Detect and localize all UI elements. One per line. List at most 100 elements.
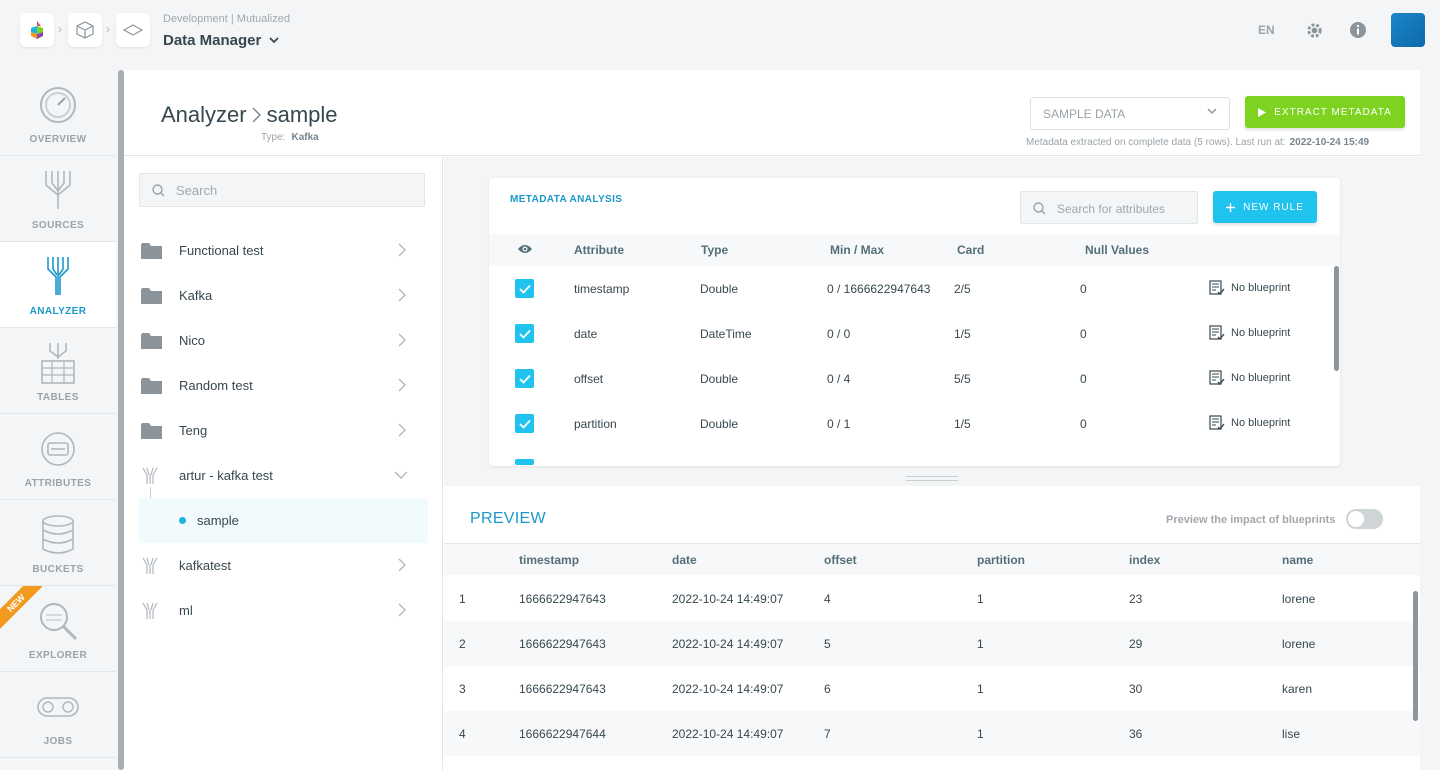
- nav-label: EXPLORER: [28, 650, 88, 661]
- resize-handle[interactable]: [906, 476, 958, 481]
- blueprint-icon: [1209, 280, 1225, 296]
- cell-name: lorene: [1282, 637, 1316, 651]
- nav-item-tables[interactable]: TABLES: [0, 328, 116, 414]
- project-cube-icon[interactable]: [68, 13, 102, 47]
- toggle-knob: [1348, 511, 1364, 527]
- metadata-row[interactable]: timestamp Double 0 / 1666622947643 2/5 0…: [489, 266, 1340, 311]
- search-icon: [1033, 202, 1046, 218]
- tree-item-sample[interactable]: sample: [139, 498, 428, 543]
- tree-item-artur-kafka-test[interactable]: artur - kafka test: [139, 453, 428, 498]
- attribute-name: timestamp: [574, 282, 630, 296]
- preview-scrollbar[interactable]: [1413, 591, 1418, 721]
- tree-item-nico[interactable]: Nico: [139, 318, 428, 363]
- blueprint-link[interactable]: No blueprint: [1209, 370, 1290, 386]
- breadcrumb-root[interactable]: Analyzer: [161, 102, 247, 127]
- nav-label: JOBS: [43, 736, 73, 747]
- attribute-nulls: 0: [1080, 282, 1087, 296]
- column-header[interactable]: Min / Max: [830, 243, 885, 257]
- main-panel: Analyzer sample Type: Kafka SAMPLE DATA E…: [124, 70, 1420, 770]
- attribute-nulls: 0: [1080, 417, 1087, 431]
- nav-scrollbar[interactable]: [118, 70, 124, 770]
- metadata-run-text: Metadata extracted on complete data (5 r…: [1026, 137, 1286, 148]
- extract-metadata-button[interactable]: EXTRACT METADATA: [1245, 96, 1405, 128]
- metadata-row[interactable]: offset Double 0 / 4 5/5 0 No blueprint: [489, 356, 1340, 401]
- blueprint-link[interactable]: No blueprint: [1209, 325, 1290, 341]
- column-header[interactable]: offset: [824, 553, 857, 567]
- language-switch[interactable]: EN: [1258, 23, 1275, 37]
- eye-icon[interactable]: [517, 243, 533, 258]
- sample-data-select-value: SAMPLE DATA: [1043, 107, 1126, 121]
- attribute-search-input[interactable]: Search for attributes: [1020, 191, 1198, 224]
- metadata-row[interactable]: date DateTime 0 / 0 1/5 0 No blueprint: [489, 311, 1340, 356]
- environment-icon[interactable]: [116, 13, 150, 47]
- tree-item-random-test[interactable]: Random test: [139, 363, 428, 408]
- blueprint-icon: [1209, 370, 1225, 386]
- search-icon: [152, 184, 165, 200]
- tree-item-kafkatest[interactable]: kafkatest: [139, 543, 428, 588]
- tables-icon: [35, 340, 81, 386]
- checkbox-checked[interactable]: [515, 369, 534, 388]
- checkbox-checked[interactable]: [515, 324, 534, 343]
- column-header[interactable]: date: [672, 553, 697, 567]
- column-header[interactable]: partition: [977, 553, 1025, 567]
- cell-date: 2022-10-24 14:49:07: [672, 727, 784, 741]
- nav-label: ATTRIBUTES: [24, 478, 92, 489]
- chevron-right-icon: [252, 107, 261, 123]
- chevron-down-icon: [269, 37, 280, 44]
- blueprint-link[interactable]: No blueprint: [1209, 280, 1290, 296]
- app-switcher[interactable]: Data Manager: [163, 32, 280, 49]
- analyzer-icon: [35, 254, 81, 300]
- nav-label: ANALYZER: [29, 306, 87, 317]
- metadata-scrollbar[interactable]: [1334, 266, 1339, 371]
- nav-item-buckets[interactable]: BUCKETS: [0, 500, 116, 586]
- column-header[interactable]: Type: [701, 243, 729, 257]
- tree-item-ml[interactable]: ml: [139, 588, 428, 633]
- checkbox-partial-visible[interactable]: [515, 459, 534, 465]
- chevron-right-icon: [398, 423, 406, 437]
- sample-data-select[interactable]: SAMPLE DATA: [1030, 97, 1230, 130]
- attribute-type: Double: [700, 372, 739, 386]
- blueprint-impact-toggle[interactable]: [1346, 509, 1383, 529]
- metadata-last-run: 2022-10-24 15:49: [1289, 137, 1370, 148]
- nav-item-jobs[interactable]: JOBS: [0, 672, 116, 758]
- nav-item-sources[interactable]: SOURCES: [0, 156, 116, 242]
- breadcrumb-separator: ›: [58, 22, 62, 36]
- column-header[interactable]: index: [1129, 553, 1161, 567]
- column-header[interactable]: name: [1282, 553, 1314, 567]
- info-icon[interactable]: [1349, 21, 1367, 44]
- metadata-run-note: Metadata extracted on complete data (5 r…: [1026, 137, 1369, 148]
- tree-search-input[interactable]: Search: [139, 173, 425, 207]
- tree-item-kafka[interactable]: Kafka: [139, 273, 428, 318]
- checkbox-checked[interactable]: [515, 414, 534, 433]
- column-header[interactable]: Null Values: [1085, 243, 1150, 257]
- attribute-card: 2/5: [954, 282, 971, 296]
- metadata-row[interactable]: partition Double 0 / 1 1/5 0 No blueprin…: [489, 401, 1340, 446]
- new-rule-button[interactable]: NEW RULE: [1213, 191, 1317, 223]
- nav-item-analyzer[interactable]: ANALYZER: [0, 242, 116, 328]
- nav-item-overview[interactable]: OVERVIEW: [0, 70, 116, 156]
- attribute-card: 1/5: [954, 417, 971, 431]
- checkbox-checked[interactable]: [515, 279, 534, 298]
- attribute-name: offset: [574, 372, 604, 386]
- plus-icon: [1226, 202, 1236, 212]
- tree-item-label: kafkatest: [179, 558, 232, 573]
- nav-item-attributes[interactable]: ATTRIBUTES: [0, 414, 116, 500]
- funnel-icon: [141, 557, 163, 575]
- column-header[interactable]: timestamp: [519, 553, 580, 567]
- nav-label: SOURCES: [31, 220, 85, 231]
- column-header[interactable]: Card: [957, 243, 985, 257]
- chevron-right-icon: [398, 288, 406, 302]
- gear-icon[interactable]: [1305, 21, 1324, 45]
- tree-item-label: Nico: [179, 333, 206, 348]
- avatar[interactable]: [1391, 13, 1425, 47]
- tree-item-functional-test[interactable]: Functional test: [139, 228, 428, 273]
- attribute-type: DateTime: [700, 327, 752, 341]
- column-header[interactable]: Attribute: [574, 243, 624, 257]
- cell-partition: 1: [977, 637, 984, 651]
- blueprint-link[interactable]: No blueprint: [1209, 415, 1290, 431]
- app-logo-icon[interactable]: [20, 13, 54, 47]
- row-number: 2: [459, 637, 466, 651]
- nav-item-explorer[interactable]: EXPLORER: [0, 586, 116, 672]
- tree-item-teng[interactable]: Teng: [139, 408, 428, 453]
- blueprint-label: No blueprint: [1231, 282, 1291, 294]
